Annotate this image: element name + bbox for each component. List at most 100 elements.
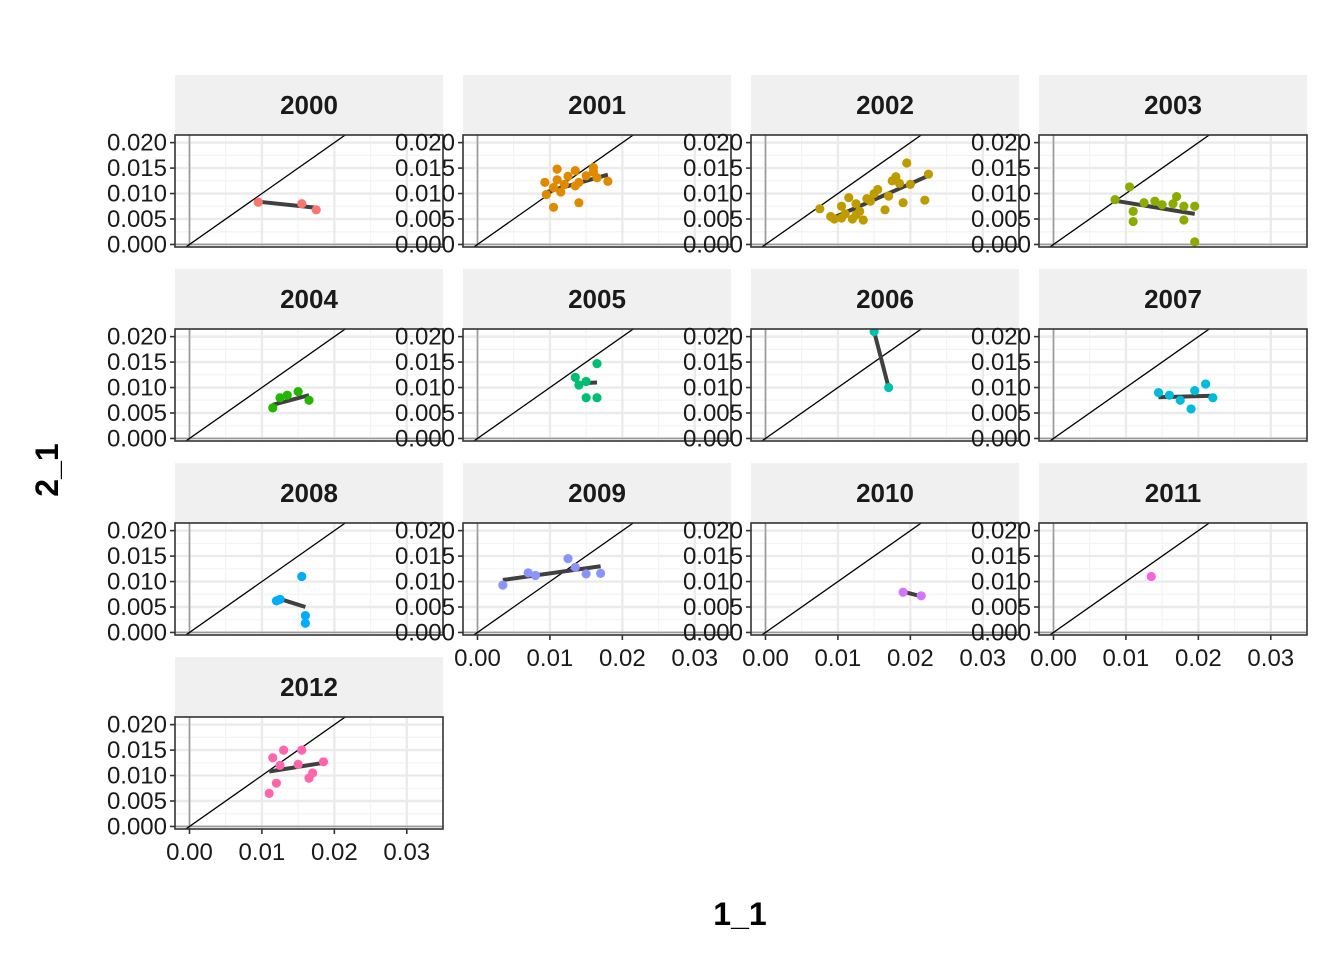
- data-point: [1190, 386, 1200, 396]
- data-point: [916, 591, 926, 601]
- facet-strip: [1039, 75, 1307, 135]
- data-point: [596, 568, 606, 579]
- y-tick-label: 0.010: [683, 181, 743, 208]
- y-tick-label: 0.015: [107, 155, 167, 182]
- panel-data: [1048, 135, 1211, 247]
- data-point: [570, 166, 580, 176]
- data-point: [1179, 215, 1189, 225]
- y-tick-label: 0.010: [395, 569, 455, 596]
- y-tick-label: 0.010: [107, 569, 167, 596]
- data-point: [1186, 404, 1196, 414]
- data-point: [563, 554, 573, 564]
- y-tick-label: 0.000: [683, 231, 743, 258]
- y-tick-label: 0.010: [107, 763, 167, 790]
- data-point: [581, 171, 591, 181]
- data-point: [556, 187, 566, 197]
- y-tick-label: 0.000: [107, 619, 167, 646]
- y-tick-label: 0.015: [395, 349, 455, 376]
- panel-data: [184, 717, 347, 829]
- panel-data: [184, 523, 347, 635]
- facet-strip-label: 2005: [568, 284, 626, 314]
- facet-strip: [1039, 463, 1307, 523]
- x-tick-label: 0.03: [1247, 645, 1294, 672]
- data-point: [1128, 216, 1138, 227]
- y-tick-label: 0.005: [683, 594, 743, 621]
- panel-background: [463, 329, 731, 441]
- panels-layer: 20000.0000.0050.0100.0150.02020010.0000.…: [107, 75, 1308, 866]
- data-point: [1175, 395, 1185, 405]
- data-point: [923, 169, 934, 179]
- panel-data: [760, 523, 926, 635]
- y-tick-label: 0.005: [107, 788, 167, 815]
- facet-strip-label: 2000: [280, 90, 338, 120]
- facet-strip: [175, 75, 443, 135]
- panel-border: [174, 522, 444, 636]
- data-point: [311, 205, 321, 215]
- y-tick-label: 0.015: [107, 737, 167, 764]
- data-point: [884, 191, 894, 201]
- y-tick-label: 0.015: [971, 349, 1031, 376]
- y-tick-label: 0.005: [395, 594, 455, 621]
- data-point: [275, 594, 285, 604]
- y-tick-label: 0.000: [971, 231, 1031, 258]
- data-point: [1168, 199, 1178, 209]
- y-tick-label: 0.015: [683, 543, 743, 570]
- panel-border: [1038, 522, 1308, 636]
- data-point: [275, 760, 285, 770]
- y-tick-label: 0.005: [971, 400, 1031, 427]
- y-tick-label: 0.020: [395, 324, 455, 351]
- data-point: [559, 179, 570, 189]
- x-tick-label: 0.02: [887, 645, 934, 672]
- panel-background: [175, 135, 443, 247]
- y-tick-label: 0.020: [971, 518, 1031, 545]
- data-point: [552, 164, 562, 174]
- data-point: [308, 768, 318, 778]
- data-point: [836, 213, 847, 223]
- data-point: [1190, 237, 1200, 247]
- panel-data: [760, 135, 934, 247]
- y-tick-label: 0.005: [107, 400, 167, 427]
- data-point: [1179, 201, 1189, 211]
- y-tick-label: 0.015: [683, 349, 743, 376]
- data-point: [592, 393, 602, 403]
- data-point: [548, 182, 559, 193]
- data-point: [552, 175, 562, 185]
- y-tick-label: 0.005: [971, 594, 1031, 621]
- facet-strip-label: 2011: [1145, 478, 1201, 508]
- data-point: [869, 329, 879, 337]
- y-tick-label: 0.020: [683, 518, 743, 545]
- data-point: [603, 176, 613, 186]
- panel-border: [1038, 134, 1308, 248]
- fit-line: [872, 331, 891, 389]
- x-tick-label: 0.00: [454, 645, 501, 672]
- y-tick-label: 0.020: [395, 518, 455, 545]
- y-tick-label: 0.010: [395, 181, 455, 208]
- fit-line: [1114, 198, 1196, 216]
- y-tick-label: 0.000: [683, 425, 743, 452]
- facet-strip: [751, 75, 1019, 135]
- x-tick-label: 0.03: [383, 839, 430, 866]
- data-point: [592, 359, 602, 369]
- x-tick-label: 0.01: [239, 839, 286, 866]
- panel-background: [751, 523, 1019, 635]
- panel-data: [472, 523, 635, 635]
- data-point: [271, 778, 282, 788]
- data-point: [264, 788, 274, 798]
- y-tick-label: 0.020: [971, 130, 1031, 157]
- data-point: [581, 569, 591, 579]
- panel-border: [174, 716, 444, 830]
- data-point: [1124, 182, 1135, 192]
- data-point: [1139, 198, 1149, 208]
- facet-strip: [175, 657, 443, 717]
- data-point: [902, 158, 912, 168]
- facet-strip: [751, 463, 1019, 523]
- panel-border: [750, 522, 1020, 636]
- data-point: [293, 387, 303, 397]
- data-point: [318, 757, 329, 767]
